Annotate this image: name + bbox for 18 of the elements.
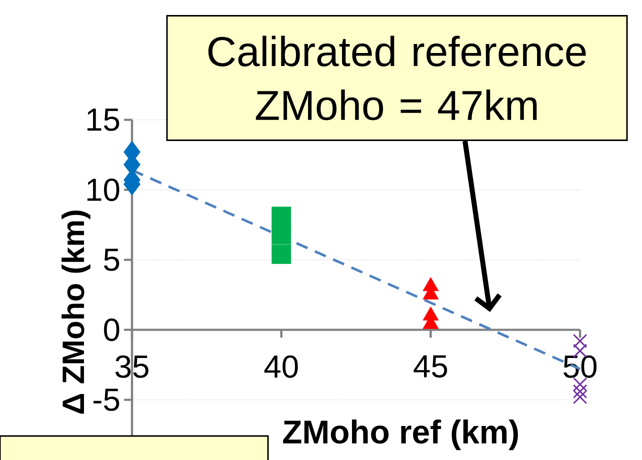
- x-tick-label: 35: [115, 355, 148, 378]
- y-axis-title: Δ ZMoho (km): [62, 210, 90, 414]
- point: [572, 334, 588, 348]
- point: [272, 244, 292, 264]
- annotation: Calibrated reference ZMoho = 47km: [208, 36, 586, 120]
- y-tick-label: 5: [104, 248, 120, 271]
- y-tick-label: 10: [87, 178, 120, 202]
- point: [572, 377, 588, 392]
- y-tick-label: 0: [104, 318, 120, 342]
- point: [572, 390, 588, 404]
- point: [272, 224, 292, 244]
- x-axis-title: ZMoho ref (km): [283, 419, 518, 450]
- x-tick-label: 45: [414, 355, 448, 378]
- point: [272, 206, 292, 226]
- y-tick-label: 15: [87, 108, 120, 131]
- x-tick-label: 40: [264, 355, 298, 378]
- point: [572, 384, 588, 399]
- y-tick-label: -5: [94, 388, 120, 411]
